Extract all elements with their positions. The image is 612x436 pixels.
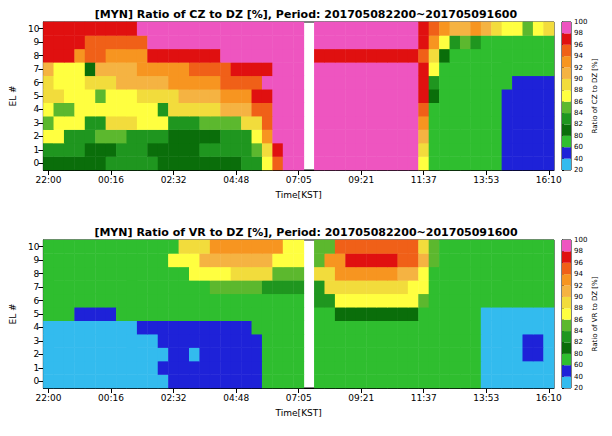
svg-text:0: 0 [34,158,40,168]
svg-text:88: 88 [574,304,583,312]
svg-text:84: 84 [574,327,583,335]
svg-text:[MYN] Ratio of VR to DZ [%], P: [MYN] Ratio of VR to DZ [%], Period: 201… [94,226,518,239]
svg-text:96: 96 [574,259,583,267]
svg-text:02:32: 02:32 [161,393,187,403]
svg-text:[MYN] Ratio of CZ to DZ [%], P: [MYN] Ratio of CZ to DZ [%], Period: 201… [95,8,518,21]
svg-text:16:10: 16:10 [536,393,562,403]
svg-text:86: 86 [574,98,583,106]
svg-text:07:05: 07:05 [286,175,312,185]
svg-text:40: 40 [574,373,583,381]
svg-text:02:32: 02:32 [161,175,187,185]
svg-text:90: 90 [574,293,583,301]
svg-text:22:00: 22:00 [36,175,62,185]
svg-text:10: 10 [28,242,40,252]
svg-text:4: 4 [34,322,40,332]
svg-text:22:00: 22:00 [36,393,62,403]
svg-text:80: 80 [574,350,583,358]
svg-text:Time[KST]: Time[KST] [275,408,322,418]
svg-text:0: 0 [34,376,40,386]
svg-text:98: 98 [574,247,583,255]
svg-text:3: 3 [34,336,40,346]
svg-text:9: 9 [34,255,40,265]
svg-text:6: 6 [34,296,40,306]
svg-text:9: 9 [34,37,40,47]
svg-text:00:16: 00:16 [98,175,124,185]
svg-text:EL #: EL # [8,303,18,324]
svg-text:100: 100 [574,18,587,26]
svg-text:8: 8 [34,51,40,61]
svg-text:98: 98 [574,29,583,37]
svg-text:3: 3 [34,118,40,128]
svg-text:13:53: 13:53 [473,393,499,403]
svg-text:09:21: 09:21 [348,393,374,403]
svg-text:94: 94 [574,52,583,60]
svg-text:2: 2 [34,131,40,141]
svg-text:40: 40 [574,155,583,163]
svg-text:4: 4 [34,104,40,114]
svg-text:2: 2 [34,349,40,359]
svg-text:1: 1 [34,363,40,373]
svg-text:60: 60 [574,143,583,151]
svg-text:07:05: 07:05 [286,393,312,403]
svg-text:94: 94 [574,270,583,278]
svg-text:7: 7 [34,64,40,74]
svg-text:13:53: 13:53 [473,175,499,185]
svg-text:10: 10 [28,24,40,34]
svg-text:11:37: 11:37 [411,393,437,403]
svg-text:Time[KST]: Time[KST] [275,190,322,200]
svg-text:6: 6 [34,78,40,88]
svg-text:16:10: 16:10 [536,175,562,185]
svg-text:80: 80 [574,132,583,140]
svg-text:09:21: 09:21 [348,175,374,185]
svg-text:Ratio of CZ to DZ [%]: Ratio of CZ to DZ [%] [591,58,599,133]
svg-text:8: 8 [34,269,40,279]
svg-text:92: 92 [574,282,583,290]
svg-text:92: 92 [574,64,583,72]
svg-text:5: 5 [34,91,40,101]
svg-text:60: 60 [574,361,583,369]
svg-text:EL #: EL # [8,85,18,106]
svg-text:100: 100 [574,236,587,244]
svg-text:88: 88 [574,86,583,94]
svg-text:Ratio of VR to DZ [%]: Ratio of VR to DZ [%] [591,276,599,351]
svg-text:20: 20 [574,166,583,174]
svg-text:04:48: 04:48 [223,393,249,403]
svg-text:7: 7 [34,282,40,292]
svg-text:00:16: 00:16 [98,393,124,403]
svg-text:82: 82 [574,338,583,346]
svg-text:04:48: 04:48 [223,175,249,185]
svg-text:82: 82 [574,120,583,128]
svg-text:86: 86 [574,316,583,324]
svg-text:11:37: 11:37 [411,175,437,185]
svg-text:84: 84 [574,109,583,117]
svg-text:20: 20 [574,384,583,392]
svg-text:96: 96 [574,41,583,49]
svg-text:5: 5 [34,309,40,319]
svg-text:90: 90 [574,75,583,83]
svg-text:1: 1 [34,145,40,155]
